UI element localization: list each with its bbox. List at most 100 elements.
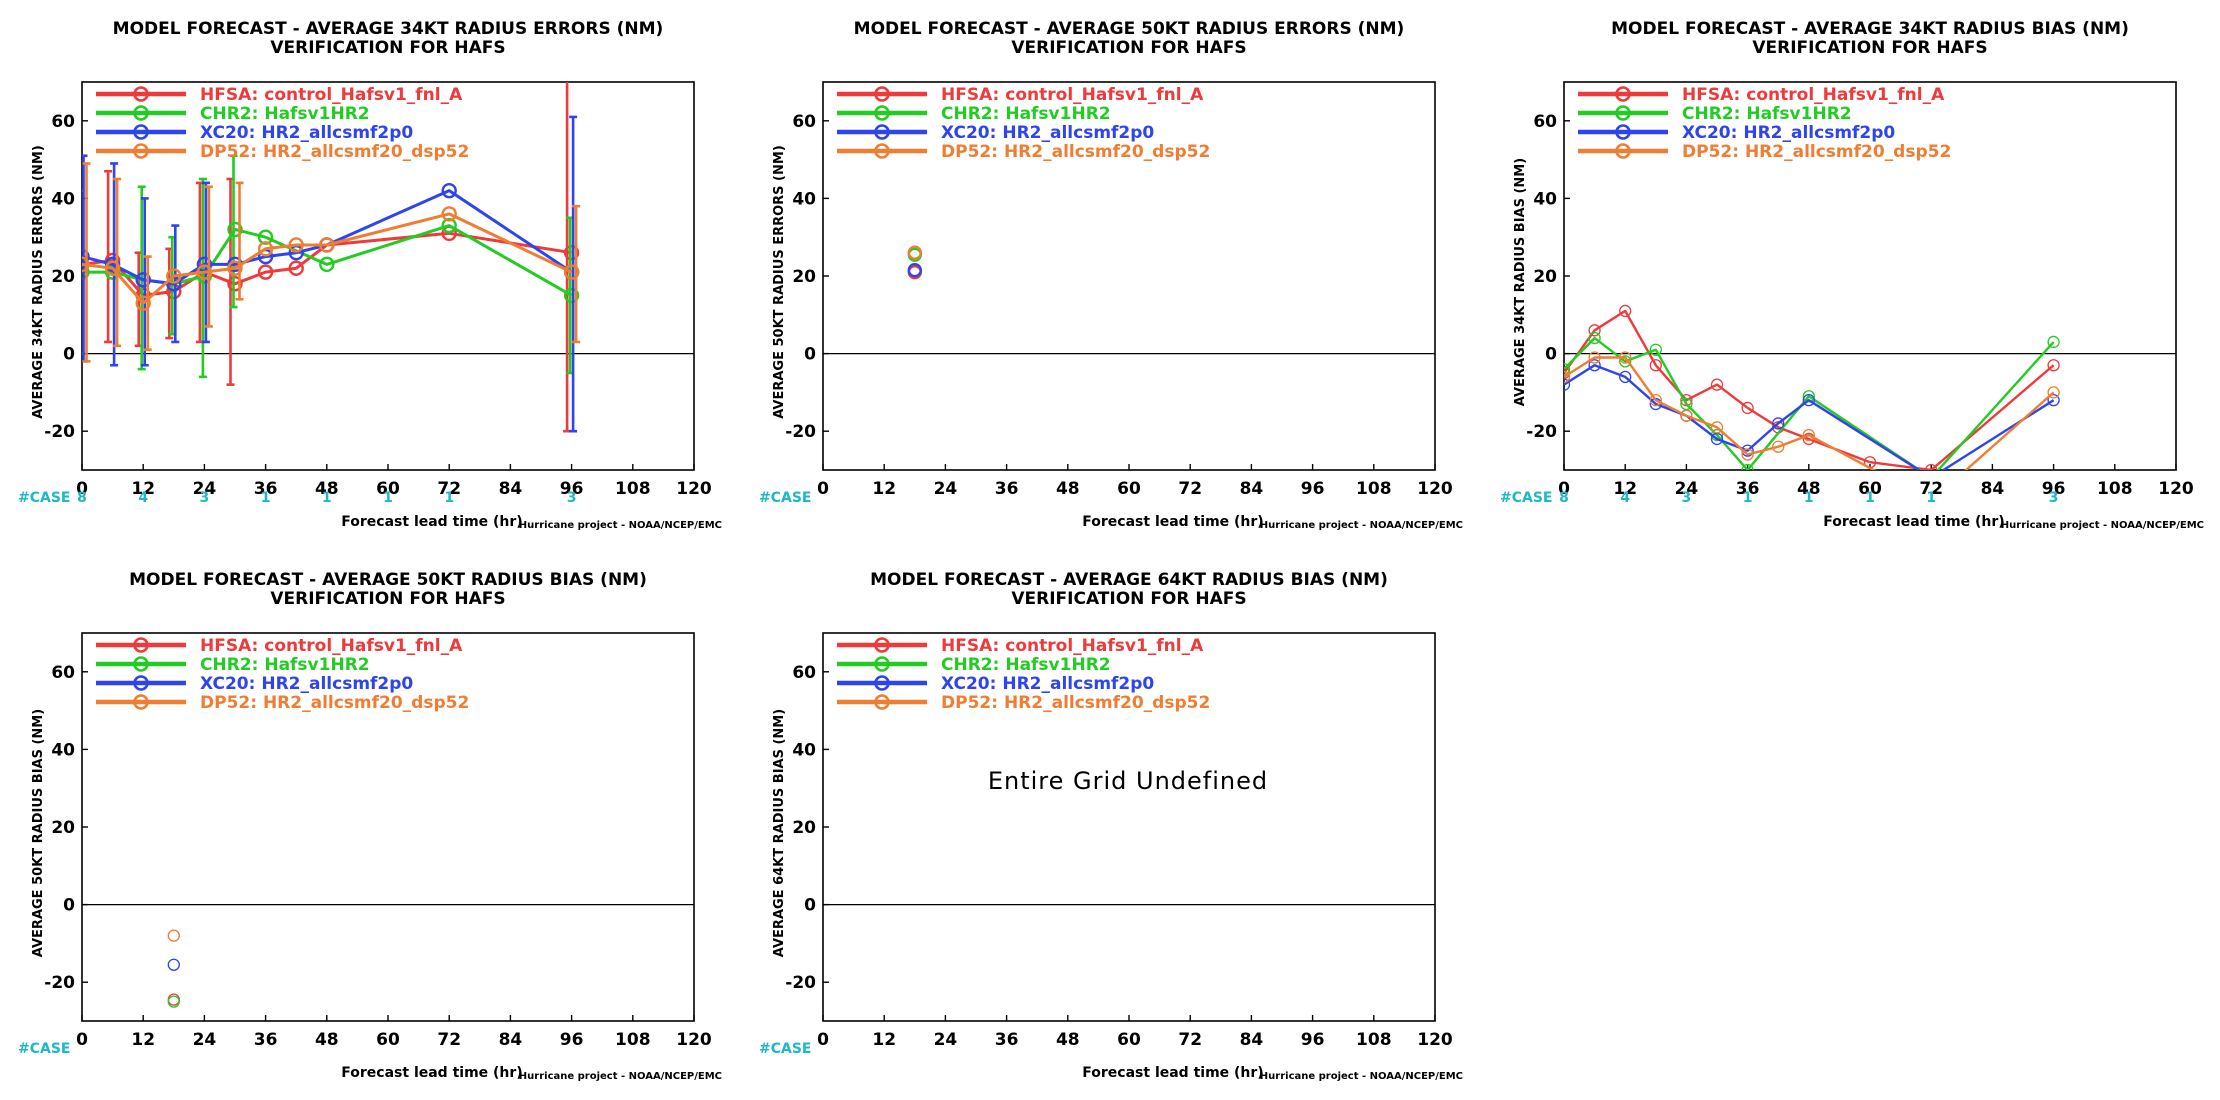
x-tick-label: 72: [437, 479, 461, 499]
data-point-xc20: [907, 262, 922, 278]
y-tick-label: 60: [792, 663, 816, 683]
legend-label-xc20: XC20: HR2_allcsmf2p0: [941, 674, 1154, 694]
x-tick-label: 24: [934, 1030, 958, 1050]
x-tick-label: 24: [1675, 479, 1699, 499]
data-point-dp52: [167, 929, 180, 942]
legend-marker-dp52: [133, 143, 149, 159]
data-point-hfsa: [1925, 463, 1938, 470]
data-point-dp52: [1741, 448, 1754, 461]
x-tick-label: 60: [376, 1030, 400, 1050]
legend-label-chr2: CHR2: Hafsv1HR2: [1682, 104, 1852, 124]
x-tick-label: 12: [131, 1030, 155, 1050]
series-line-dp52: [1564, 356, 2055, 470]
data-point-hfsa: [2047, 359, 2060, 372]
chart-title: MODEL FORECAST - AVERAGE 64KT RADIUS BIA…: [870, 570, 1388, 590]
legend-marker-hfsa: [874, 637, 890, 653]
case-count: 4: [1620, 490, 1630, 506]
data-point-chr2: [563, 287, 580, 304]
legend-label-dp52: DP52: HR2_allcsmf20_dsp52: [200, 142, 469, 162]
data-point-xc20: [1772, 417, 1785, 430]
data-point-xc20: [1588, 359, 1601, 372]
data-point-chr2: [1741, 463, 1754, 470]
x-tick-label: 12: [1613, 479, 1637, 499]
legend-marker-chr2: [133, 656, 149, 672]
data-point-xc20: [167, 958, 180, 971]
data-point-hfsa: [1710, 378, 1724, 391]
case-label: #CASE: [759, 490, 812, 506]
x-tick-label: 72: [1178, 479, 1202, 499]
y-tick-label: 40: [51, 189, 75, 209]
x-tick-label: 36: [254, 479, 278, 499]
x-tick-label: 0: [817, 1030, 829, 1050]
legend-label-dp52: DP52: HR2_allcsmf20_dsp52: [941, 693, 1210, 713]
x-tick-label: 96: [560, 479, 584, 499]
x-tick-label: 108: [1356, 1030, 1392, 1050]
data-point-dp52: [257, 241, 274, 257]
data-point-dp52: [1680, 409, 1693, 422]
x-tick-label: 120: [2158, 479, 2194, 499]
x-tick-label: 96: [1301, 479, 1325, 499]
y-tick-label: -20: [785, 973, 816, 993]
case-count: 1: [383, 490, 393, 506]
data-point-hfsa: [1649, 359, 1662, 372]
x-tick-label: 120: [676, 479, 712, 499]
data-point-dp52: [288, 237, 304, 253]
x-tick-label: 0: [817, 479, 829, 499]
case-count: 3: [567, 490, 577, 506]
case-count: 1: [1926, 490, 1936, 506]
legend-marker-dp52: [133, 694, 149, 710]
legend-marker-hfsa: [1615, 86, 1631, 102]
data-point-hfsa: [288, 260, 304, 276]
data-layer: [907, 245, 922, 280]
data-point-chr2: [319, 256, 335, 273]
data-point-dp52: [563, 264, 580, 280]
y-axis-label: AVERAGE 64KT RADIUS BIAS (NM): [772, 709, 787, 957]
x-tick-label: 84: [499, 1030, 523, 1050]
x-tick-label: 36: [995, 1030, 1019, 1050]
credit-text: Hurricane project - NOAA/NCEP/EMC: [519, 520, 722, 531]
data-point-dp52: [196, 264, 213, 280]
data-point-xc20: [441, 182, 457, 199]
series-line-dp52: [82, 212, 573, 305]
legend-label-xc20: XC20: HR2_allcsmf2p0: [200, 674, 413, 694]
x-tick-label: 24: [934, 479, 958, 499]
legend-label-xc20: XC20: HR2_allcsmf2p0: [1682, 123, 1895, 143]
x-tick-label: 120: [1417, 479, 1453, 499]
x-tick-label: 36: [254, 1030, 278, 1050]
data-point-chr2: [1564, 362, 1571, 376]
series-line-hfsa: [82, 231, 572, 297]
data-layer: [167, 929, 180, 1008]
x-tick-label: 96: [1301, 1030, 1325, 1050]
case-label: #CASE: [759, 1041, 812, 1057]
y-tick-label: 60: [51, 112, 75, 132]
x-tick-label: 36: [995, 479, 1019, 499]
data-point-dp52: [2047, 386, 2060, 399]
chart-subtitle: VERIFICATION FOR HAFS: [270, 589, 505, 609]
data-point-chr2: [227, 221, 243, 238]
x-tick-label: 48: [1797, 479, 1821, 499]
y-tick-label: 60: [1533, 112, 1557, 132]
data-point-chr2: [82, 264, 90, 280]
case-count: 1: [1865, 490, 1875, 506]
undefined-grid-note: Entire Grid Undefined: [988, 767, 1268, 795]
x-tick-label: 0: [76, 1030, 88, 1050]
y-tick-label: 40: [1533, 189, 1557, 209]
chart-subtitle: VERIFICATION FOR HAFS: [270, 38, 505, 58]
data-point-dp52: [1564, 370, 1571, 384]
chart-panel-1: MODEL FORECAST - AVERAGE 34KT RADIUS ERR…: [18, 19, 722, 531]
case-count: 1: [444, 490, 454, 506]
x-tick-label: 24: [193, 479, 217, 499]
case-count: 8: [1559, 490, 1569, 506]
data-point-chr2: [1802, 390, 1815, 403]
x-tick-label: 108: [1356, 479, 1392, 499]
legend-label-hfsa: HFSA: control_Hafsv1_fnl_A: [200, 636, 463, 656]
chart-title: MODEL FORECAST - AVERAGE 34KT RADIUS BIA…: [1611, 19, 2129, 39]
y-axis-label: AVERAGE 34KT RADIUS ERRORS (NM): [31, 145, 46, 419]
legend-marker-chr2: [874, 656, 890, 672]
data-point-chr2: [1619, 355, 1632, 368]
data-point-chr2: [1649, 343, 1662, 356]
x-tick-label: 96: [560, 1030, 584, 1050]
